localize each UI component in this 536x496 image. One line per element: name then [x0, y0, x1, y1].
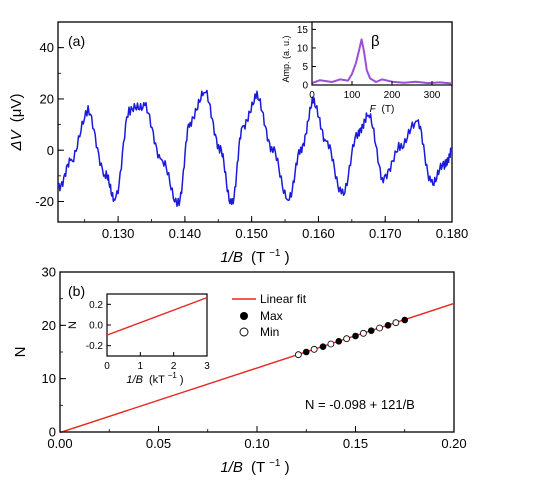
panel-b-label: (b) — [68, 283, 85, 299]
panel-b-xlabel-unit: (T — [251, 459, 265, 476]
max-point — [401, 316, 409, 324]
panel-a-xtick-label: 0.160 — [302, 226, 335, 241]
panel-b-inset-xlabel-unit: (kT — [149, 374, 165, 386]
panel-b-ytick-label: 30 — [42, 265, 56, 280]
min-point — [310, 345, 318, 353]
panel-b-xlabel-var: 1/B — [220, 459, 243, 476]
panel-a-xlabel: 1/B (T −1 ) — [220, 243, 289, 266]
min-point — [392, 319, 400, 327]
panel-a-inset-xtick-label: 200 — [384, 90, 401, 101]
max-point — [302, 348, 310, 356]
panel-a-ytick-label: 0 — [47, 143, 54, 158]
panel-a-xtick-label: 0.140 — [169, 226, 202, 241]
panel-b-xtick-label: 0.10 — [244, 436, 269, 451]
max-point — [367, 327, 375, 334]
panel-a-inset-xlabel: F (T) — [370, 104, 395, 115]
panel-a-xtick-label: 0.150 — [235, 226, 268, 241]
panel-a-inset-ytick-label: 10 — [297, 43, 309, 54]
panel-a-ylabel: ΔV (μV) — [8, 94, 25, 152]
panel-a-inset: 0 100 200 300 15 10 5 0 β Amp. (a. u.) F (T) — [281, 21, 453, 115]
panel-b-xtick-label: 0.20 — [441, 436, 466, 451]
panel-b-inset-xtick-label: 1 — [138, 361, 144, 372]
panel-b-inset-xlabel-var: 1/B — [126, 374, 143, 386]
panel-a-xtick-label: 0.180 — [436, 226, 469, 241]
panel-b-inset: 0 1 2 3 0.2 0.0 -0.2 N 1/B (kT −1 ) — [67, 293, 210, 386]
panel-a-label: (a) — [68, 33, 85, 49]
min-point — [359, 329, 367, 337]
panel-a-inset-xlabel-unit: (T) — [382, 104, 395, 115]
panel-a-inset-xtick-label: 300 — [424, 90, 441, 101]
panel-b-ytick-label: 0 — [49, 425, 56, 440]
panel-a-frame — [57, 21, 453, 223]
max-point — [352, 332, 359, 340]
panel-b-xtick-label: 0.15 — [343, 436, 368, 451]
panel-b-xlabel-sup: −1 — [269, 458, 281, 469]
panel-b-xlabel: 1/B (T −1 ) — [220, 453, 289, 476]
legend-max-label: Max — [260, 309, 283, 323]
max-point — [319, 343, 327, 350]
panel-b-xtick-label: 0.05 — [146, 436, 171, 451]
panel-b-inset-xtick-label: 0 — [104, 361, 110, 372]
min-point — [343, 335, 351, 343]
panel-a-inset-ytick-label: 15 — [297, 25, 309, 36]
panel-b-inset-ytick-label: 0.2 — [89, 300, 103, 311]
panel-a-ylabel-unit: (μV) — [8, 94, 25, 123]
panel-b-xtick-label: 0.00 — [47, 436, 72, 451]
panel-b-inset-xlabel-close: ) — [180, 374, 184, 386]
max-point — [335, 338, 343, 345]
panel-b-inset-xtick-label: 3 — [204, 361, 210, 372]
panel-a-xlabel-close: ) — [285, 249, 290, 266]
panel-a-series-line — [57, 89, 453, 208]
panel-a-inset-xlabel-var: F — [370, 104, 377, 115]
panel-b-inset-ylabel: N — [67, 321, 79, 329]
panel-b-inset-fit-line — [106, 297, 208, 336]
panel-a-xtick-label: 0.170 — [369, 226, 402, 241]
panel-a-inset-frame — [311, 21, 453, 86]
panel-b-fit-equation: N = -0.098 + 121/B — [305, 397, 415, 412]
panel-a-ylabel-var: ΔV — [8, 128, 25, 151]
panel-b-inset-ytick-label: -0.2 — [86, 341, 104, 352]
panel-a-ytick-label: 20 — [40, 91, 54, 106]
panel-b-inset-xlabel: 1/B (kT −1 ) — [126, 369, 183, 386]
panel-a-inset-ytick-label: 0 — [302, 81, 308, 92]
panel-a-xtick-label: 0.130 — [102, 226, 135, 241]
panel-b-ytick-label: 10 — [42, 371, 56, 386]
panel-b-inset-xtick-label: 2 — [171, 361, 177, 372]
panel-b-inset-xlabel-sup: −1 — [168, 371, 178, 380]
panel-a-xlabel-var: 1/B — [220, 249, 243, 266]
panel-b-inset-ytick-label: 0.0 — [89, 321, 103, 332]
max-point — [384, 322, 392, 329]
panel-a-inset-ytick-label: 5 — [302, 62, 308, 73]
panel-b-ytick-label: 20 — [42, 318, 56, 333]
panel-a-inset-ylabel: Amp. (a. u.) — [281, 35, 291, 82]
panel-b-ylabel: N — [12, 347, 29, 358]
panel-a-xlabel-unit: (T — [251, 249, 265, 266]
legend-min-marker — [239, 327, 249, 337]
min-point — [327, 340, 335, 348]
min-point — [376, 324, 383, 332]
legend-linear-fit-label: Linear fit — [260, 292, 307, 306]
min-point — [294, 351, 302, 359]
panel-a-inset-peak-label: β — [371, 33, 380, 50]
panel-a-inset-xtick-label: 0 — [309, 90, 315, 101]
panel-a-inset-spectrum-line — [311, 38, 453, 85]
panel-b-legend: Linear fit Max Min — [232, 292, 307, 339]
panel-a-inset-xtick-label: 100 — [344, 90, 361, 101]
panel-a-xlabel-sup: −1 — [269, 248, 281, 259]
panel-a-ytick-label: -20 — [35, 194, 54, 209]
legend-max-marker — [240, 312, 248, 320]
legend-min-label: Min — [260, 325, 279, 339]
panel-a-ytick-label: 40 — [40, 40, 54, 55]
panel-b-xlabel-close: ) — [285, 459, 290, 476]
